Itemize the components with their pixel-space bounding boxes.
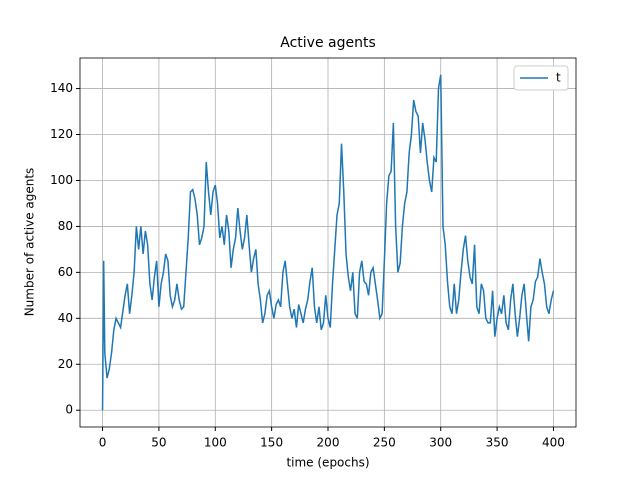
y-tick-label: 60 <box>58 265 73 279</box>
y-axis-label: Number of active agents <box>23 168 37 317</box>
data-line <box>101 74 555 411</box>
axes-frame <box>79 57 577 428</box>
x-tick-label: 250 <box>373 436 396 450</box>
y-tick-label: 140 <box>50 81 73 95</box>
x-tick-label: 200 <box>317 436 340 450</box>
y-tick-label: 0 <box>65 403 73 417</box>
chart-title: Active agents <box>280 35 376 51</box>
x-tick-label: 50 <box>151 436 166 450</box>
x-axis-label: time (epochs) <box>286 456 369 470</box>
x-tick-label: 300 <box>429 436 452 450</box>
x-tick-label: 350 <box>486 436 509 450</box>
y-tick-label: 20 <box>58 357 73 371</box>
y-tick-label: 120 <box>50 127 73 141</box>
x-tick-label: 150 <box>260 436 283 450</box>
x-tick-label: 0 <box>99 436 107 450</box>
legend-label: t <box>556 71 561 85</box>
x-tick-label: 400 <box>542 436 565 450</box>
y-tick-label: 100 <box>50 173 73 187</box>
y-tick-label: 80 <box>58 219 73 233</box>
y-tick-label: 40 <box>58 311 73 325</box>
x-tick-label: 100 <box>204 436 227 450</box>
